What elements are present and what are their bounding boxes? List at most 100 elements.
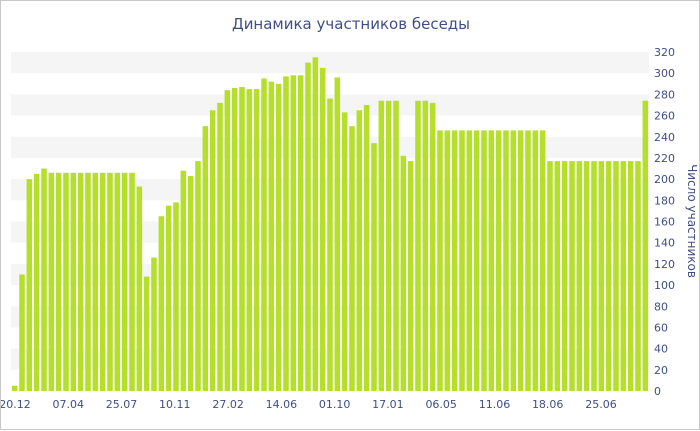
bar xyxy=(495,130,502,391)
bar xyxy=(85,172,91,391)
bar xyxy=(451,130,458,391)
y-tick-label: 300 xyxy=(654,67,675,80)
bar xyxy=(319,67,326,391)
y-tick-label: 320 xyxy=(654,46,675,59)
bar xyxy=(569,161,575,391)
bar xyxy=(246,89,253,391)
bar xyxy=(70,172,77,391)
bar xyxy=(253,89,260,391)
bar xyxy=(129,172,135,391)
bar xyxy=(525,130,531,391)
bar xyxy=(400,155,407,391)
bar xyxy=(268,81,275,391)
bar xyxy=(341,112,348,391)
bar xyxy=(378,100,385,391)
bar xyxy=(209,110,216,392)
bar xyxy=(437,130,443,391)
bar xyxy=(283,76,289,392)
bar xyxy=(290,75,297,391)
bar xyxy=(503,130,509,391)
y-tick-label: 160 xyxy=(654,216,675,229)
bar xyxy=(605,161,612,391)
bar xyxy=(165,205,172,391)
y-tick-label: 260 xyxy=(654,110,675,123)
y-tick-label: 240 xyxy=(654,131,675,144)
bar xyxy=(173,202,179,391)
bar xyxy=(26,179,33,392)
bar xyxy=(356,110,363,392)
bar xyxy=(63,172,69,391)
bar xyxy=(620,161,627,391)
bar xyxy=(151,257,157,391)
bar xyxy=(371,143,377,391)
y-tick-label: 100 xyxy=(654,279,675,292)
bar xyxy=(407,161,414,391)
bar xyxy=(561,161,568,391)
bar xyxy=(415,100,421,391)
bar xyxy=(121,172,128,391)
y-tick-label: 60 xyxy=(654,321,668,334)
bar xyxy=(591,161,597,391)
bar xyxy=(261,78,267,391)
x-tick-label: 11.06 xyxy=(479,398,511,411)
x-tick-label: 17.01 xyxy=(372,398,404,411)
bar xyxy=(33,173,40,391)
y-tick-label: 140 xyxy=(654,237,675,250)
bar xyxy=(488,130,495,391)
y-tick-label: 0 xyxy=(654,385,661,398)
bar xyxy=(158,216,165,391)
bar xyxy=(583,161,590,391)
y-tick-label: 40 xyxy=(654,343,668,356)
bar xyxy=(239,86,245,392)
x-tick-label: 20.12 xyxy=(1,398,31,411)
chart-title: Динамика участников беседы xyxy=(232,15,470,33)
bar xyxy=(363,104,370,391)
bar xyxy=(136,186,143,391)
grid-band xyxy=(11,52,649,74)
bar xyxy=(459,130,465,391)
bar xyxy=(231,88,238,392)
y-tick-label: 120 xyxy=(654,258,675,271)
bar xyxy=(429,102,436,391)
bar xyxy=(613,161,619,391)
y-tick-label: 180 xyxy=(654,194,675,207)
bar xyxy=(41,168,47,391)
bar xyxy=(422,100,429,391)
bar xyxy=(635,161,641,391)
bar xyxy=(598,161,605,391)
bar xyxy=(554,161,561,391)
bar xyxy=(327,98,333,392)
bar xyxy=(143,276,150,391)
x-tick-label: 06.05 xyxy=(425,398,457,411)
x-tick-label: 14.06 xyxy=(266,398,298,411)
y-axis-ticks: 0 20 40 60 80 100 120 140 160 180 200 220 240 260 280 3… xyxy=(654,46,675,398)
y-axis-label: Число участников xyxy=(685,164,699,278)
bar xyxy=(114,172,121,391)
x-tick-label: 10.11 xyxy=(159,398,191,411)
bar xyxy=(349,126,355,391)
bar xyxy=(19,274,25,391)
y-tick-label: 20 xyxy=(654,364,668,377)
bar xyxy=(517,130,524,391)
x-axis-ticks: 20.12 07.04 25.07 10.11 27.02 14.06 01.10 17.01… xyxy=(1,398,617,411)
bar xyxy=(539,130,546,391)
bar xyxy=(627,161,634,391)
x-tick-label: 27.02 xyxy=(212,398,244,411)
bar xyxy=(107,172,113,391)
bar xyxy=(466,130,473,391)
bar xyxy=(48,172,55,391)
bar xyxy=(642,100,649,391)
bar xyxy=(393,100,399,391)
bar xyxy=(385,100,392,391)
x-tick-label: 07.04 xyxy=(53,398,85,411)
bar xyxy=(92,172,99,391)
bar xyxy=(99,172,106,391)
bar xyxy=(275,83,282,391)
bar xyxy=(55,172,62,391)
bar xyxy=(195,161,201,391)
bar xyxy=(547,161,553,391)
bar xyxy=(297,75,304,391)
x-tick-label: 18.06 xyxy=(532,398,564,411)
bars xyxy=(11,57,649,392)
